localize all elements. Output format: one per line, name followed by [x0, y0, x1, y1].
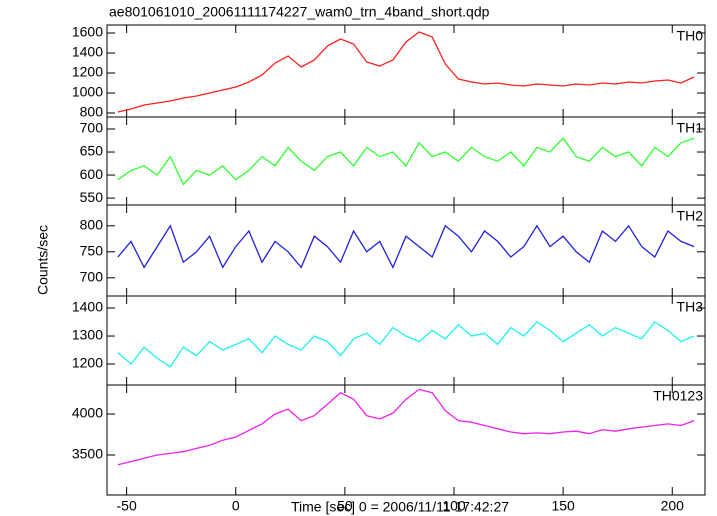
- series-line: [117, 31, 695, 113]
- panel-label: TH2: [677, 208, 704, 224]
- series-line: [117, 388, 695, 466]
- x-tick-label: -50: [117, 498, 137, 514]
- y-tick-label: 4000: [72, 405, 103, 421]
- x-tick-label: 100: [442, 498, 466, 514]
- y-tick-label: 800: [80, 217, 104, 233]
- x-tick-label: 50: [337, 498, 353, 514]
- series-line: [117, 321, 695, 368]
- panel-label: TH0: [677, 28, 704, 44]
- panel-label: TH1: [677, 120, 704, 136]
- y-tick-label: 650: [80, 143, 104, 159]
- y-tick-label: 600: [80, 166, 104, 182]
- panel-frame: [106, 204, 706, 297]
- y-tick-label: 1200: [72, 64, 103, 80]
- x-tick-label: 150: [551, 498, 575, 514]
- chart-title: ae801061010_20061111174227_wam0_trn_4ban…: [109, 4, 490, 20]
- x-tick-label: 0: [232, 498, 240, 514]
- x-tick-label: 200: [661, 498, 685, 514]
- y-tick-label: 700: [80, 269, 104, 285]
- panel-label: TH0123: [653, 388, 703, 404]
- y-tick-label: 550: [80, 189, 104, 205]
- panel-frame: [106, 24, 706, 118]
- panel-label: TH3: [677, 299, 704, 315]
- series-line: [117, 224, 695, 269]
- y-tick-label: 3500: [72, 446, 103, 462]
- series-line: [117, 137, 695, 186]
- y-tick-label: 1400: [72, 299, 103, 315]
- y-tick-label: 1300: [72, 327, 103, 343]
- y-axis-label: Counts/sec: [35, 225, 51, 295]
- y-tick-label: 1200: [72, 355, 103, 371]
- y-tick-label: 800: [80, 104, 104, 120]
- panel-frame: [106, 116, 706, 206]
- y-tick-label: 1000: [72, 84, 103, 100]
- panel-frame: [106, 384, 706, 496]
- y-tick-label: 700: [80, 120, 104, 136]
- x-axis-label: Time [sec] 0 = 2006/11/11 17:42:27: [291, 499, 509, 515]
- panel-frame: [106, 295, 706, 386]
- y-tick-label: 1600: [72, 24, 103, 40]
- y-tick-label: 1400: [72, 44, 103, 60]
- y-tick-label: 750: [80, 243, 104, 259]
